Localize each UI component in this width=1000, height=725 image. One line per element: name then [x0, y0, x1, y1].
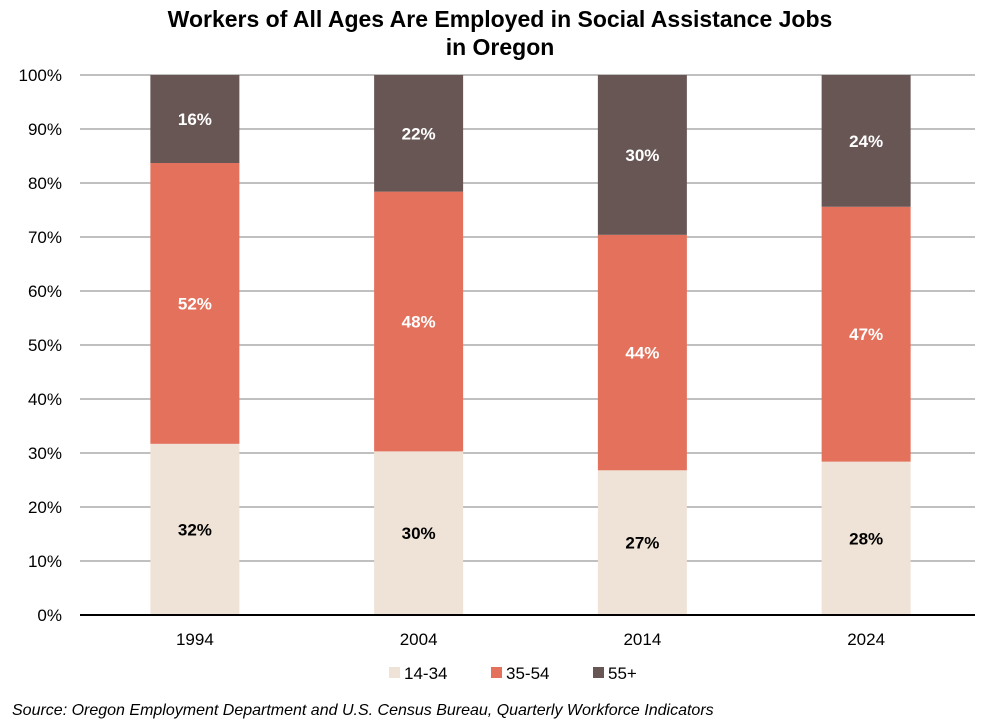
y-tick-label: 20%	[28, 498, 62, 517]
y-tick-label: 10%	[28, 552, 62, 571]
bar-segment-55+-2014	[597, 75, 687, 235]
y-tick-label: 100%	[19, 66, 62, 85]
legend-label: 55+	[608, 664, 637, 683]
chart-title-line-2: in Oregon	[446, 34, 555, 60]
y-tick-label: 90%	[28, 120, 62, 139]
bar-segment-14-34-2004	[374, 451, 464, 615]
legend-swatch-55+	[593, 667, 604, 678]
y-tick-label: 60%	[28, 282, 62, 301]
y-tick-label: 70%	[28, 228, 62, 247]
bar-segment-14-34-2024	[821, 461, 911, 615]
data-label: 30%	[402, 524, 436, 543]
y-tick-label: 30%	[28, 444, 62, 463]
bar-segment-55+-1994	[150, 75, 240, 164]
x-axis-ticks: 1994 2004 2014 2024	[176, 630, 885, 649]
bar-segment-35-54-2004	[374, 191, 464, 452]
data-label: 48%	[402, 313, 436, 332]
bars: 32% 52% 16% 30% 48% 22% 27% 44% 30% 28% 47% 24%	[150, 75, 911, 615]
data-label: 52%	[178, 294, 212, 313]
x-tick-label: 1994	[176, 630, 214, 649]
data-label: 44%	[625, 344, 659, 363]
bar-segment-55+-2024	[821, 75, 911, 207]
data-label: 30%	[625, 146, 659, 165]
bar-segment-14-34-2014	[597, 470, 687, 615]
data-label: 28%	[849, 529, 883, 548]
legend: 14-34 35-54 55+	[389, 664, 637, 683]
data-label: 22%	[402, 124, 436, 143]
y-tick-label: 0%	[37, 606, 62, 625]
x-tick-label: 2024	[847, 630, 885, 649]
y-tick-label: 50%	[28, 336, 62, 355]
chart-title-line-1: Workers of All Ages Are Employed in Soci…	[168, 6, 833, 32]
data-label: 27%	[625, 534, 659, 553]
y-tick-label: 40%	[28, 390, 62, 409]
bar-segment-35-54-2024	[821, 206, 911, 462]
legend-swatch-14-34	[389, 667, 400, 678]
legend-swatch-35-54	[491, 667, 502, 678]
y-tick-label: 80%	[28, 174, 62, 193]
legend-label: 35-54	[506, 664, 549, 683]
y-axis-ticks: 0% 10% 20% 30% 40% 50% 60% 70% 80% 90% 100%	[19, 66, 62, 625]
bar-segment-55+-2004	[374, 75, 464, 192]
bar-segment-35-54-2014	[597, 234, 687, 471]
bar-segment-35-54-1994	[150, 163, 240, 444]
x-tick-label: 2014	[623, 630, 661, 649]
legend-label: 14-34	[404, 664, 447, 683]
data-label: 24%	[849, 132, 883, 151]
source-note: Source: Oregon Employment Department and…	[12, 702, 714, 719]
bar-segment-14-34-1994	[150, 443, 240, 615]
data-label: 47%	[849, 325, 883, 344]
x-tick-label: 2004	[400, 630, 438, 649]
data-label: 16%	[178, 110, 212, 129]
data-label: 32%	[178, 520, 212, 539]
